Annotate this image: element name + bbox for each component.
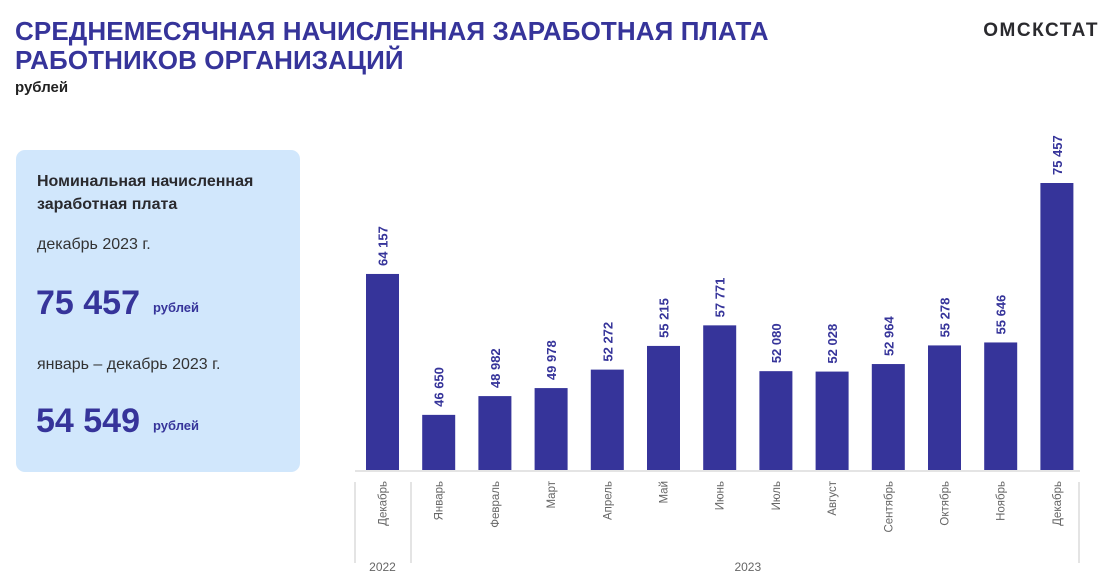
category-label: Декабрь: [378, 481, 390, 526]
period-december: декабрь 2023 г.: [37, 236, 151, 253]
unit-december: рублей: [153, 300, 200, 315]
value-label: 52 964: [881, 316, 896, 357]
value-december: 75 457: [36, 284, 140, 322]
value-label: 55 646: [994, 295, 1009, 335]
bar: [534, 388, 568, 470]
value-label: 49 978: [544, 340, 559, 380]
value-label: 64 157: [376, 226, 391, 266]
title-line-2: РАБОТНИКОВ ОРГАНИЗАЦИЙ: [15, 45, 404, 75]
value-label: 55 215: [657, 298, 672, 338]
bar: [478, 396, 512, 470]
value-label: 46 650: [432, 367, 447, 407]
units-subtitle: рублей: [15, 79, 69, 96]
bar: [590, 369, 624, 470]
category-label: Ноябрь: [996, 481, 1008, 521]
bar: [871, 364, 905, 470]
card-heading: Номинальная начисленная заработная плата: [37, 173, 254, 213]
bars: [366, 183, 1074, 470]
summary-card: Номинальная начисленная заработная плата…: [16, 150, 300, 472]
category-label: Сентябрь: [883, 481, 895, 533]
category-labels: Декабрь Январь Февраль Март Апрель Май Июнь Июл…: [378, 480, 1064, 532]
value-label: 75 457: [1050, 135, 1065, 175]
title-line-1: СРЕДНЕМЕСЯЧНАЯ НАЧИСЛЕННАЯ ЗАРАБОТНАЯ ПЛ…: [15, 16, 769, 46]
category-label: Апрель: [602, 481, 614, 520]
category-label: Февраль: [490, 481, 502, 528]
value-label: 52 080: [769, 323, 784, 363]
bar: [815, 371, 849, 470]
value-label: 55 278: [938, 298, 953, 338]
bar: [984, 342, 1018, 470]
group-label: 2023: [734, 560, 761, 574]
category-label: Июнь: [715, 481, 727, 510]
group-separators: [354, 482, 1080, 563]
category-label: Январь: [434, 481, 446, 520]
bar: [1040, 183, 1074, 470]
category-label: Май: [659, 481, 671, 504]
value-label: 48 982: [488, 348, 503, 388]
value-label: 52 272: [600, 322, 615, 362]
value-label: 52 028: [825, 324, 840, 364]
bar: [647, 345, 680, 470]
bar: [759, 371, 793, 470]
category-label: Август: [827, 480, 839, 515]
category-label: Декабрь: [1052, 481, 1064, 526]
brand-logo: ОМСКСТАТ: [983, 20, 1099, 41]
value-year: 54 549: [36, 402, 140, 440]
category-label: Март: [546, 480, 558, 508]
unit-year: рублей: [153, 418, 200, 433]
value-label: 57 771: [713, 278, 728, 318]
bar: [366, 273, 399, 470]
category-label: Октябрь: [940, 481, 952, 526]
period-year: январь – декабрь 2023 г.: [37, 356, 221, 373]
category-label: Июль: [771, 481, 783, 510]
bar: [703, 325, 737, 470]
value-labels: 64 157 46 650 48 982 49 978 52 272 55 215 57 7…: [376, 135, 1065, 407]
page-title: СРЕДНЕМЕСЯЧНАЯ НАЧИСЛЕННАЯ ЗАРАБОТНАЯ ПЛ…: [15, 17, 769, 75]
bar: [422, 414, 456, 470]
group-label: 2022: [369, 560, 396, 574]
group-labels: 2022 2023: [369, 560, 761, 574]
bar: [928, 345, 961, 470]
